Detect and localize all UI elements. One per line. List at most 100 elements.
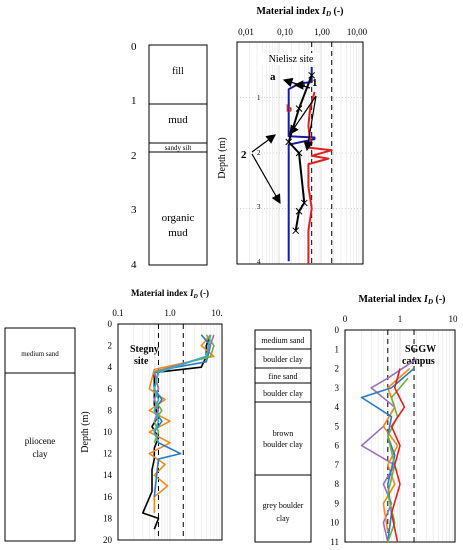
plot-frame xyxy=(236,41,364,265)
series-line-5 xyxy=(390,368,406,543)
y-tick-label: 2 xyxy=(108,341,113,351)
soil-layer-label: fine sand xyxy=(268,372,297,381)
sggw-soil-column: medium sand boulder clay fine sand bould… xyxy=(254,329,312,543)
plot-frame xyxy=(117,323,223,541)
site-label: site xyxy=(134,356,149,367)
soil-layer-label: fill xyxy=(172,66,184,77)
y-tick-label: 16 xyxy=(103,492,113,502)
soil-layer-label: grey boulder xyxy=(263,501,304,510)
y-tick-label: 20 xyxy=(103,535,113,545)
y-axis-title: Depth (m) xyxy=(217,137,228,178)
site-label: campus xyxy=(402,356,435,367)
y-tick-label: 3 xyxy=(335,383,340,393)
data-point-marker xyxy=(300,199,308,207)
y-tick-label: 14 xyxy=(103,470,113,480)
data-point-marker xyxy=(308,71,316,79)
soil-column-box xyxy=(4,327,76,542)
soil-layer-label: mud xyxy=(168,227,188,239)
annotation-arrow xyxy=(282,77,311,89)
soil-depth-tick: 2 xyxy=(131,150,137,162)
y-tick-label: 11 xyxy=(330,537,339,547)
y-tick-label: 4 xyxy=(257,258,261,266)
x-tick-label: 1 xyxy=(398,314,403,324)
chart-series-group xyxy=(360,358,418,543)
annotation-arrow xyxy=(251,153,281,205)
y-tick-label: 10 xyxy=(330,518,340,528)
soil-depth-tick: 3 xyxy=(131,204,137,216)
soil-layer-label: medium sand xyxy=(262,336,305,345)
y-tick-label: 2 xyxy=(335,364,340,374)
y-tick-label: 18 xyxy=(103,513,113,523)
y-tick-label: 4 xyxy=(108,362,113,372)
soil-layer-label: mud xyxy=(168,114,188,126)
y-tick-label: 7 xyxy=(335,460,340,470)
annotation-label-b: b xyxy=(286,103,292,115)
x-tick-label: 0 xyxy=(343,314,348,324)
data-point-marker xyxy=(295,149,303,157)
y-tick-label: 12 xyxy=(103,449,112,459)
soil-layer-label: boulder clay xyxy=(263,389,303,398)
nielisz-soil-column: 0 1 2 3 4 fill mud sandy silt organic mu… xyxy=(131,41,208,271)
stegny-chart: Material index ID (-) 0.1 1.0 10. Depth … xyxy=(80,288,223,545)
annotation-label-a: a xyxy=(270,71,276,83)
soil-layer-label: clay xyxy=(276,514,289,523)
plot-frame xyxy=(344,329,456,543)
site-label: Nielisz site xyxy=(269,54,314,65)
chart-title: Material index ID (-) xyxy=(358,294,445,306)
annotation-arrow xyxy=(251,134,276,153)
series-line-6 xyxy=(153,334,212,444)
series-line-1 xyxy=(360,358,418,543)
nielisz-chart: Material index ID (-) 0,01 0,10 1,00 10,… xyxy=(217,6,368,266)
annotation-arrow xyxy=(289,95,317,135)
soil-depth-tick: 4 xyxy=(131,259,137,271)
x-tick-label: 10. xyxy=(211,308,222,318)
chart-gridlines xyxy=(344,330,453,542)
y-tick-label: 4 xyxy=(335,402,340,412)
y-tick-label: 10 xyxy=(103,427,113,437)
y-tick-label: 2 xyxy=(257,149,261,157)
soil-layer-label: medium sand xyxy=(21,350,59,358)
soil-depth-tick: 1 xyxy=(131,95,137,107)
y-tick-label: 6 xyxy=(108,384,113,394)
soil-layer-label: clay xyxy=(33,449,48,459)
x-tick-label: 1,00 xyxy=(314,27,330,37)
y-tick-label: 6 xyxy=(335,441,340,451)
soil-column-box xyxy=(148,44,208,266)
x-tick-label: 1.0 xyxy=(164,308,176,318)
soil-layer-label: sandy silt xyxy=(165,144,192,152)
y-tick-label: 9 xyxy=(335,498,340,508)
y-tick-label: 0 xyxy=(108,319,113,329)
x-tick-label: 0,10 xyxy=(277,27,293,37)
chart-title: Material index ID (-) xyxy=(256,6,343,18)
sggw-chart: Material index ID (-) 0 1 10 0 1 2 3 4 5 6 7 8 9 1… xyxy=(330,294,458,547)
soil-layer-label: pliocene xyxy=(25,436,56,446)
y-tick-labels: 0 1 2 3 4 5 6 7 8 9 10 11 xyxy=(330,325,340,547)
data-point-marker xyxy=(285,138,293,146)
site-label: Stegny xyxy=(130,344,159,355)
soil-layer-label: boulder clay xyxy=(263,355,303,364)
x-tick-label: 10,00 xyxy=(347,27,368,37)
series-line-4 xyxy=(386,377,409,543)
annotation-label-2: 2 xyxy=(241,149,247,161)
chart-series-group xyxy=(142,334,215,530)
y-tick-label: 1 xyxy=(335,344,340,354)
site-label-bg xyxy=(262,53,320,65)
soil-depth-tick: 0 xyxy=(131,41,137,53)
y-tick-label: 8 xyxy=(335,479,340,489)
y-tick-label: 5 xyxy=(335,421,340,431)
y-tick-label: 1 xyxy=(257,94,261,102)
soil-layer-label: organic xyxy=(162,212,195,224)
chart-series-group xyxy=(285,67,333,264)
chart-title: Material index ID (-) xyxy=(131,288,209,300)
y-axis-title: Depth (m) xyxy=(80,411,91,452)
y-tick-label: 8 xyxy=(108,405,113,415)
series-line-1 xyxy=(142,334,212,530)
stegny-soil-column: medium sand pliocene clay xyxy=(4,327,76,542)
y-tick-labels: 0 2 4 6 8 10 12 14 16 18 20 xyxy=(103,319,113,545)
site-label: SGGW xyxy=(405,344,436,355)
y-tick-label: 3 xyxy=(257,203,261,211)
data-point-marker xyxy=(292,227,300,235)
soil-layer-label: brown xyxy=(273,429,293,438)
x-tick-label: 0.1 xyxy=(112,308,123,318)
